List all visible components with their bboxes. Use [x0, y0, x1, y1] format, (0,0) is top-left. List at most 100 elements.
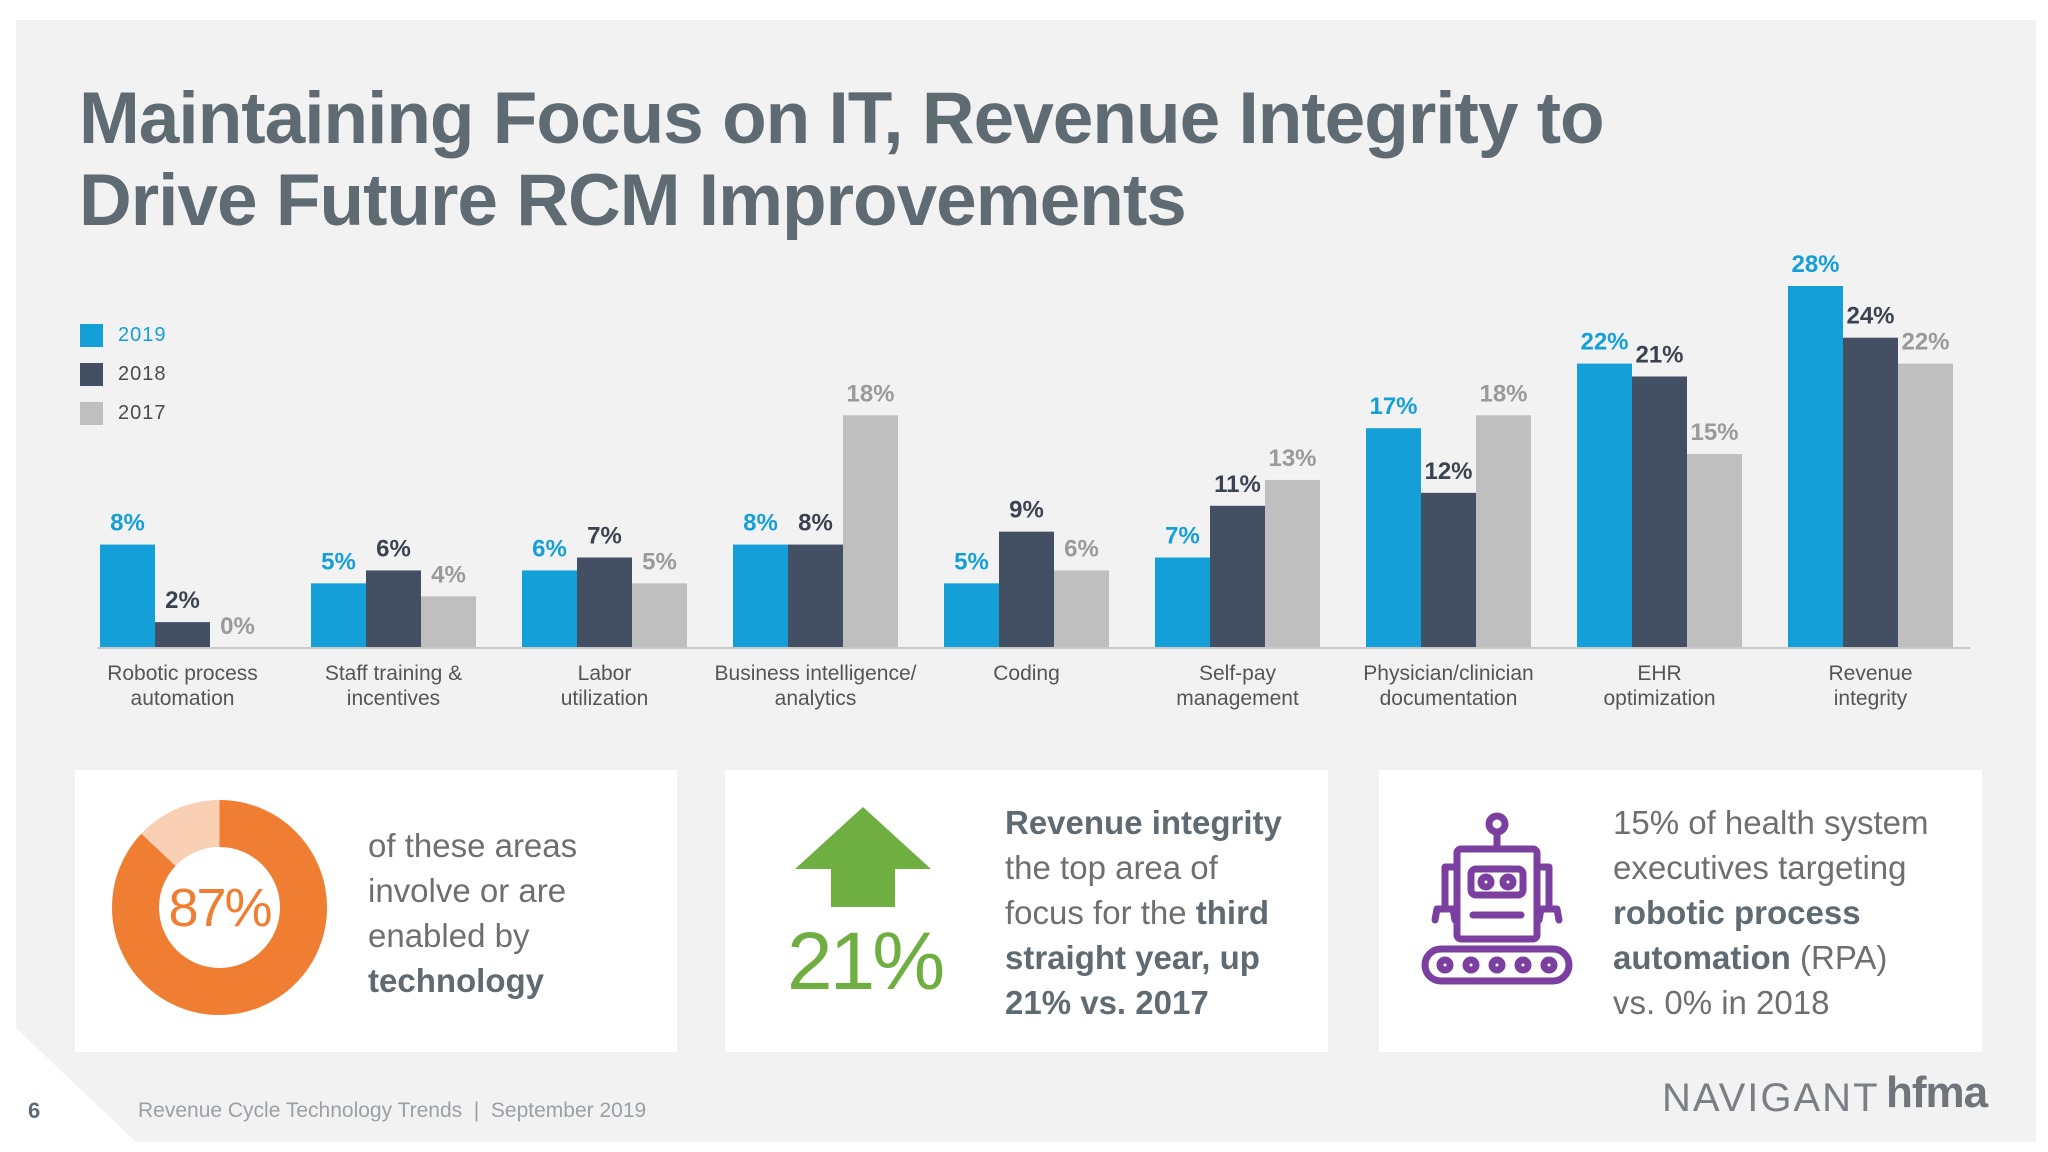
- data-label: 6%: [1064, 535, 1099, 562]
- category-label: utilization: [561, 687, 649, 710]
- donut-chart: 87%: [112, 800, 327, 1015]
- data-label: 6%: [376, 535, 411, 562]
- text-segment: third: [1195, 894, 1270, 931]
- data-label: 11%: [1214, 471, 1261, 498]
- bar-2019: [1788, 286, 1843, 648]
- text-line: robotic process: [1613, 890, 1973, 935]
- donut-value: 87%: [168, 877, 272, 938]
- text-line: 21% vs. 2017: [1005, 980, 1325, 1025]
- data-label: 2%: [165, 587, 200, 614]
- category-label: Robotic process: [107, 662, 258, 685]
- bar-2019: [944, 583, 999, 648]
- technology-stat-text: of these areas involve or are enabled by te…: [368, 823, 668, 1003]
- bar-2017: [1476, 415, 1531, 648]
- legend-label: 2017: [118, 402, 167, 424]
- category-label: incentives: [347, 687, 440, 710]
- growth-value: 21%: [787, 916, 945, 1007]
- bar-2018: [999, 531, 1054, 648]
- text-segment: involve or are: [368, 872, 567, 909]
- legend-label: 2018: [118, 363, 167, 385]
- text-line: of these areas: [368, 823, 668, 868]
- text-line: automation (RPA): [1613, 935, 1973, 980]
- category-label: Labor: [578, 662, 632, 685]
- bar-2018: [1210, 505, 1265, 648]
- text-segment: enabled by: [368, 917, 530, 954]
- bar-2017: [1265, 479, 1320, 648]
- bar-2019: [1155, 557, 1210, 648]
- text-segment: straight year, up: [1005, 939, 1260, 976]
- donut-value-ring: [112, 800, 327, 1015]
- data-label: 22%: [1580, 329, 1628, 356]
- text-segment: focus for the: [1005, 894, 1196, 931]
- bar-2019: [1366, 428, 1421, 648]
- text-line: vs. 0% in 2018: [1613, 980, 1973, 1025]
- data-label: 18%: [846, 380, 894, 407]
- page-number: 6: [28, 1098, 41, 1123]
- data-label: 0%: [220, 613, 255, 640]
- legend-swatch: [80, 324, 103, 347]
- bar-2017: [1898, 363, 1953, 648]
- text-line: the top area of: [1005, 845, 1325, 890]
- bar-2019: [311, 583, 366, 648]
- text-line: enabled by: [368, 913, 668, 958]
- legend-item-2018: 2018: [80, 355, 167, 394]
- category-label: Self-pay: [1199, 662, 1277, 685]
- up-arrow-icon: [795, 807, 931, 907]
- category-label: EHR: [1637, 662, 1681, 685]
- text-line: executives targeting: [1613, 845, 1973, 890]
- data-label: 22%: [1901, 329, 1949, 356]
- data-label: 6%: [532, 535, 567, 562]
- data-label: 8%: [110, 510, 145, 537]
- category-label: management: [1176, 687, 1299, 710]
- title-line-2: Drive Future RCM Improvements: [79, 160, 1187, 241]
- bar-2019: [733, 544, 788, 648]
- legend-item-2019: 2019: [80, 316, 167, 355]
- category-label: Coding: [993, 662, 1060, 685]
- data-label: 12%: [1424, 458, 1472, 485]
- hfma-logo: hfma: [1886, 1068, 1988, 1117]
- category-label: optimization: [1603, 687, 1715, 710]
- text-segment: of these areas: [368, 827, 578, 864]
- data-label: 28%: [1791, 251, 1839, 278]
- text-line: focus for the third: [1005, 890, 1325, 935]
- category-label: Revenue: [1828, 662, 1912, 685]
- text-segment: automation: [1613, 939, 1791, 976]
- navigant-logo: NAVIGANT: [1662, 1076, 1880, 1120]
- data-label: 8%: [743, 510, 778, 537]
- revenue-integrity-text: Revenue integrity the top area of focus fo…: [1005, 800, 1325, 1025]
- data-label: 4%: [431, 561, 466, 588]
- title-line-1: Maintaining Focus on IT, Revenue Integri…: [79, 78, 1605, 159]
- bar-2017: [843, 415, 898, 648]
- legend-swatch: [80, 363, 103, 386]
- rpa-card: 15% of health system executives targeting…: [1379, 770, 1982, 1052]
- text-segment: vs. 0% in 2018: [1613, 984, 1830, 1021]
- text-segment: the top area of: [1005, 849, 1218, 886]
- bar-2018: [577, 557, 632, 648]
- category-label: Business intelligence/: [715, 662, 917, 685]
- data-label: 5%: [642, 548, 677, 575]
- text-line: involve or are: [368, 868, 668, 913]
- bar-2018: [366, 570, 421, 648]
- bar-2018: [155, 622, 210, 648]
- data-label: 13%: [1268, 445, 1316, 472]
- text-segment: 21% vs. 2017: [1005, 984, 1209, 1021]
- category-label: automation: [131, 687, 235, 710]
- text-segment: executives targeting: [1613, 849, 1907, 886]
- data-label: 9%: [1009, 497, 1044, 524]
- category-label: Physician/clinician: [1363, 662, 1533, 685]
- data-label: 5%: [954, 548, 989, 575]
- bar-2017: [632, 583, 687, 648]
- legend-item-2017: 2017: [80, 394, 167, 433]
- technology-stat-card: 87% of these areas involve or are enabled …: [75, 770, 677, 1052]
- data-label: 5%: [321, 548, 356, 575]
- data-label: 7%: [1165, 523, 1200, 550]
- text-line: technology: [368, 958, 668, 1003]
- category-label: Staff training &: [325, 662, 462, 685]
- text-line: straight year, up: [1005, 935, 1325, 980]
- text-line: 15% of health system: [1613, 800, 1973, 845]
- text-segment: (RPA): [1790, 939, 1888, 976]
- bar-2019: [1577, 363, 1632, 648]
- text-line: Revenue integrity: [1005, 800, 1325, 845]
- category-label: integrity: [1834, 687, 1908, 710]
- robot-icon: [1421, 812, 1573, 985]
